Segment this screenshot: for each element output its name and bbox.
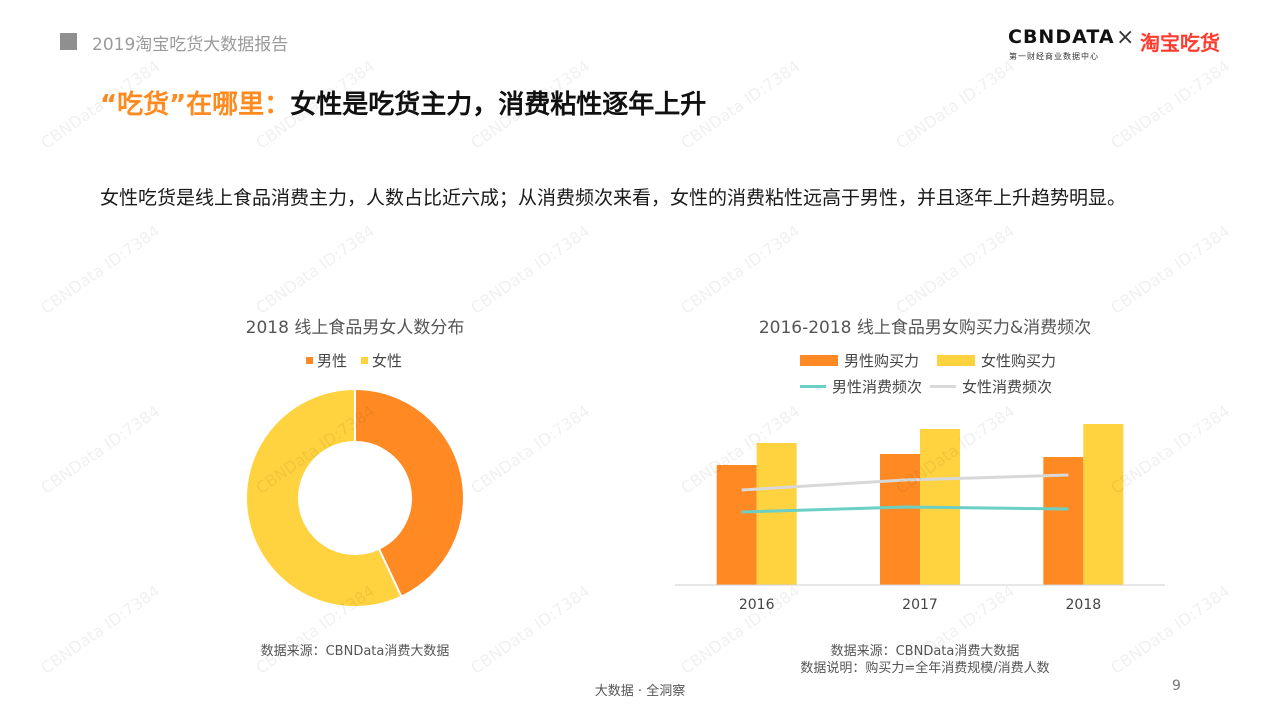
bar-male-2018 (1043, 457, 1084, 585)
watermark-text: CBNData ID:7384 (467, 581, 594, 678)
logo-cbndata: CBNDATA (1008, 26, 1115, 48)
combo-legend-row-2: 男性消费频次 女性消费频次 (800, 376, 1052, 397)
brand-logo: CBNDATA 第一财经商业数据中心 × 淘宝吃货 (1008, 24, 1238, 64)
headline-accent: “吃货”在哪里： (100, 90, 291, 120)
watermark-text: CBNData ID:7384 (677, 221, 804, 318)
x-tick-label-2018: 2018 (1066, 597, 1102, 613)
x-tick-label-2016: 2016 (739, 597, 775, 613)
donut-chart-title: 2018 线上食品男女人数分布 (245, 318, 465, 338)
legend-female-power-label: 女性购买力 (981, 352, 1057, 370)
bar-female-2016 (756, 443, 797, 585)
page-number: 9 (1172, 678, 1181, 694)
combo-source: 数据来源：CBNData消费大数据 (830, 644, 1020, 659)
donut-slice-male (354, 387, 465, 598)
legend-male-power-swatch (800, 355, 838, 366)
watermark-text: CBNData ID:7384 (467, 401, 594, 498)
donut-chart (245, 387, 465, 608)
line-male-frequency (741, 505, 1069, 514)
watermark-text: CBNData ID:7384 (1107, 221, 1234, 318)
combo-note: 数据说明：购买力=全年消费规模/消费人数 (800, 661, 1050, 676)
logo-cbndata-sub: 第一财经商业数据中心 (1009, 52, 1099, 61)
intro-text: 女性吃货是线上食品消费主力，人数占比近六成；从消费频次来看，女性的消费粘性远高于… (100, 187, 1127, 209)
combo-chart-title: 2016-2018 线上食品男女购买力&消费频次 (758, 318, 1092, 338)
line-female-frequency (741, 473, 1069, 492)
page-headline: “吃货”在哪里：女性是吃货主力，消费粘性逐年上升 (100, 84, 706, 121)
legend-male-power-label: 男性购买力 (844, 352, 920, 370)
legend-male-freq-label: 男性消费频次 (832, 378, 923, 396)
donut-slice-female (245, 387, 403, 608)
watermark-text: CBNData ID:7384 (892, 221, 1019, 318)
bar-female-2018 (1083, 424, 1124, 585)
legend-female-swatch (361, 357, 369, 364)
combo-legend-row-1: 男性购买力 女性购买力 (800, 350, 1056, 371)
legend-female-freq-swatch (930, 385, 957, 388)
headline-main: 女性是吃货主力，消费粘性逐年上升 (290, 90, 707, 120)
logo-taobao: 淘宝吃货 (1140, 31, 1220, 55)
watermark-text: CBNData ID:7384 (252, 221, 379, 318)
combo-chart: 2016 2017 2018 (675, 424, 1165, 613)
report-title: 2019淘宝吃货大数据报告 (92, 35, 289, 55)
watermark-text: CBNData ID:7384 (892, 56, 1019, 153)
legend-female-power-swatch (937, 355, 976, 366)
bar-male-2016 (716, 465, 757, 585)
legend-female-label: 女性 (372, 352, 403, 370)
logo-times-icon: × (1116, 25, 1135, 50)
header-square-icon (60, 33, 77, 50)
legend-female-freq-label: 女性消费频次 (962, 378, 1053, 396)
donut-legend: 男性 女性 (306, 350, 402, 371)
watermark-text: CBNData ID:7384 (37, 581, 164, 678)
watermark-text: CBNData ID:7384 (467, 221, 594, 318)
legend-male-label: 男性 (317, 352, 348, 370)
watermark-text: CBNData ID:7384 (37, 401, 164, 498)
x-tick-label-2017: 2017 (902, 597, 938, 613)
bar-male-2017 (880, 454, 920, 585)
donut-source: 数据来源：CBNData消费大数据 (260, 644, 450, 659)
footer-slogan: 大数据 · 全洞察 (594, 684, 686, 699)
watermark-text: CBNData ID:7384 (37, 221, 164, 318)
legend-male-swatch (306, 357, 313, 364)
watermark-text: CBNData ID:7384 (1107, 56, 1234, 153)
legend-male-freq-swatch (800, 385, 826, 388)
